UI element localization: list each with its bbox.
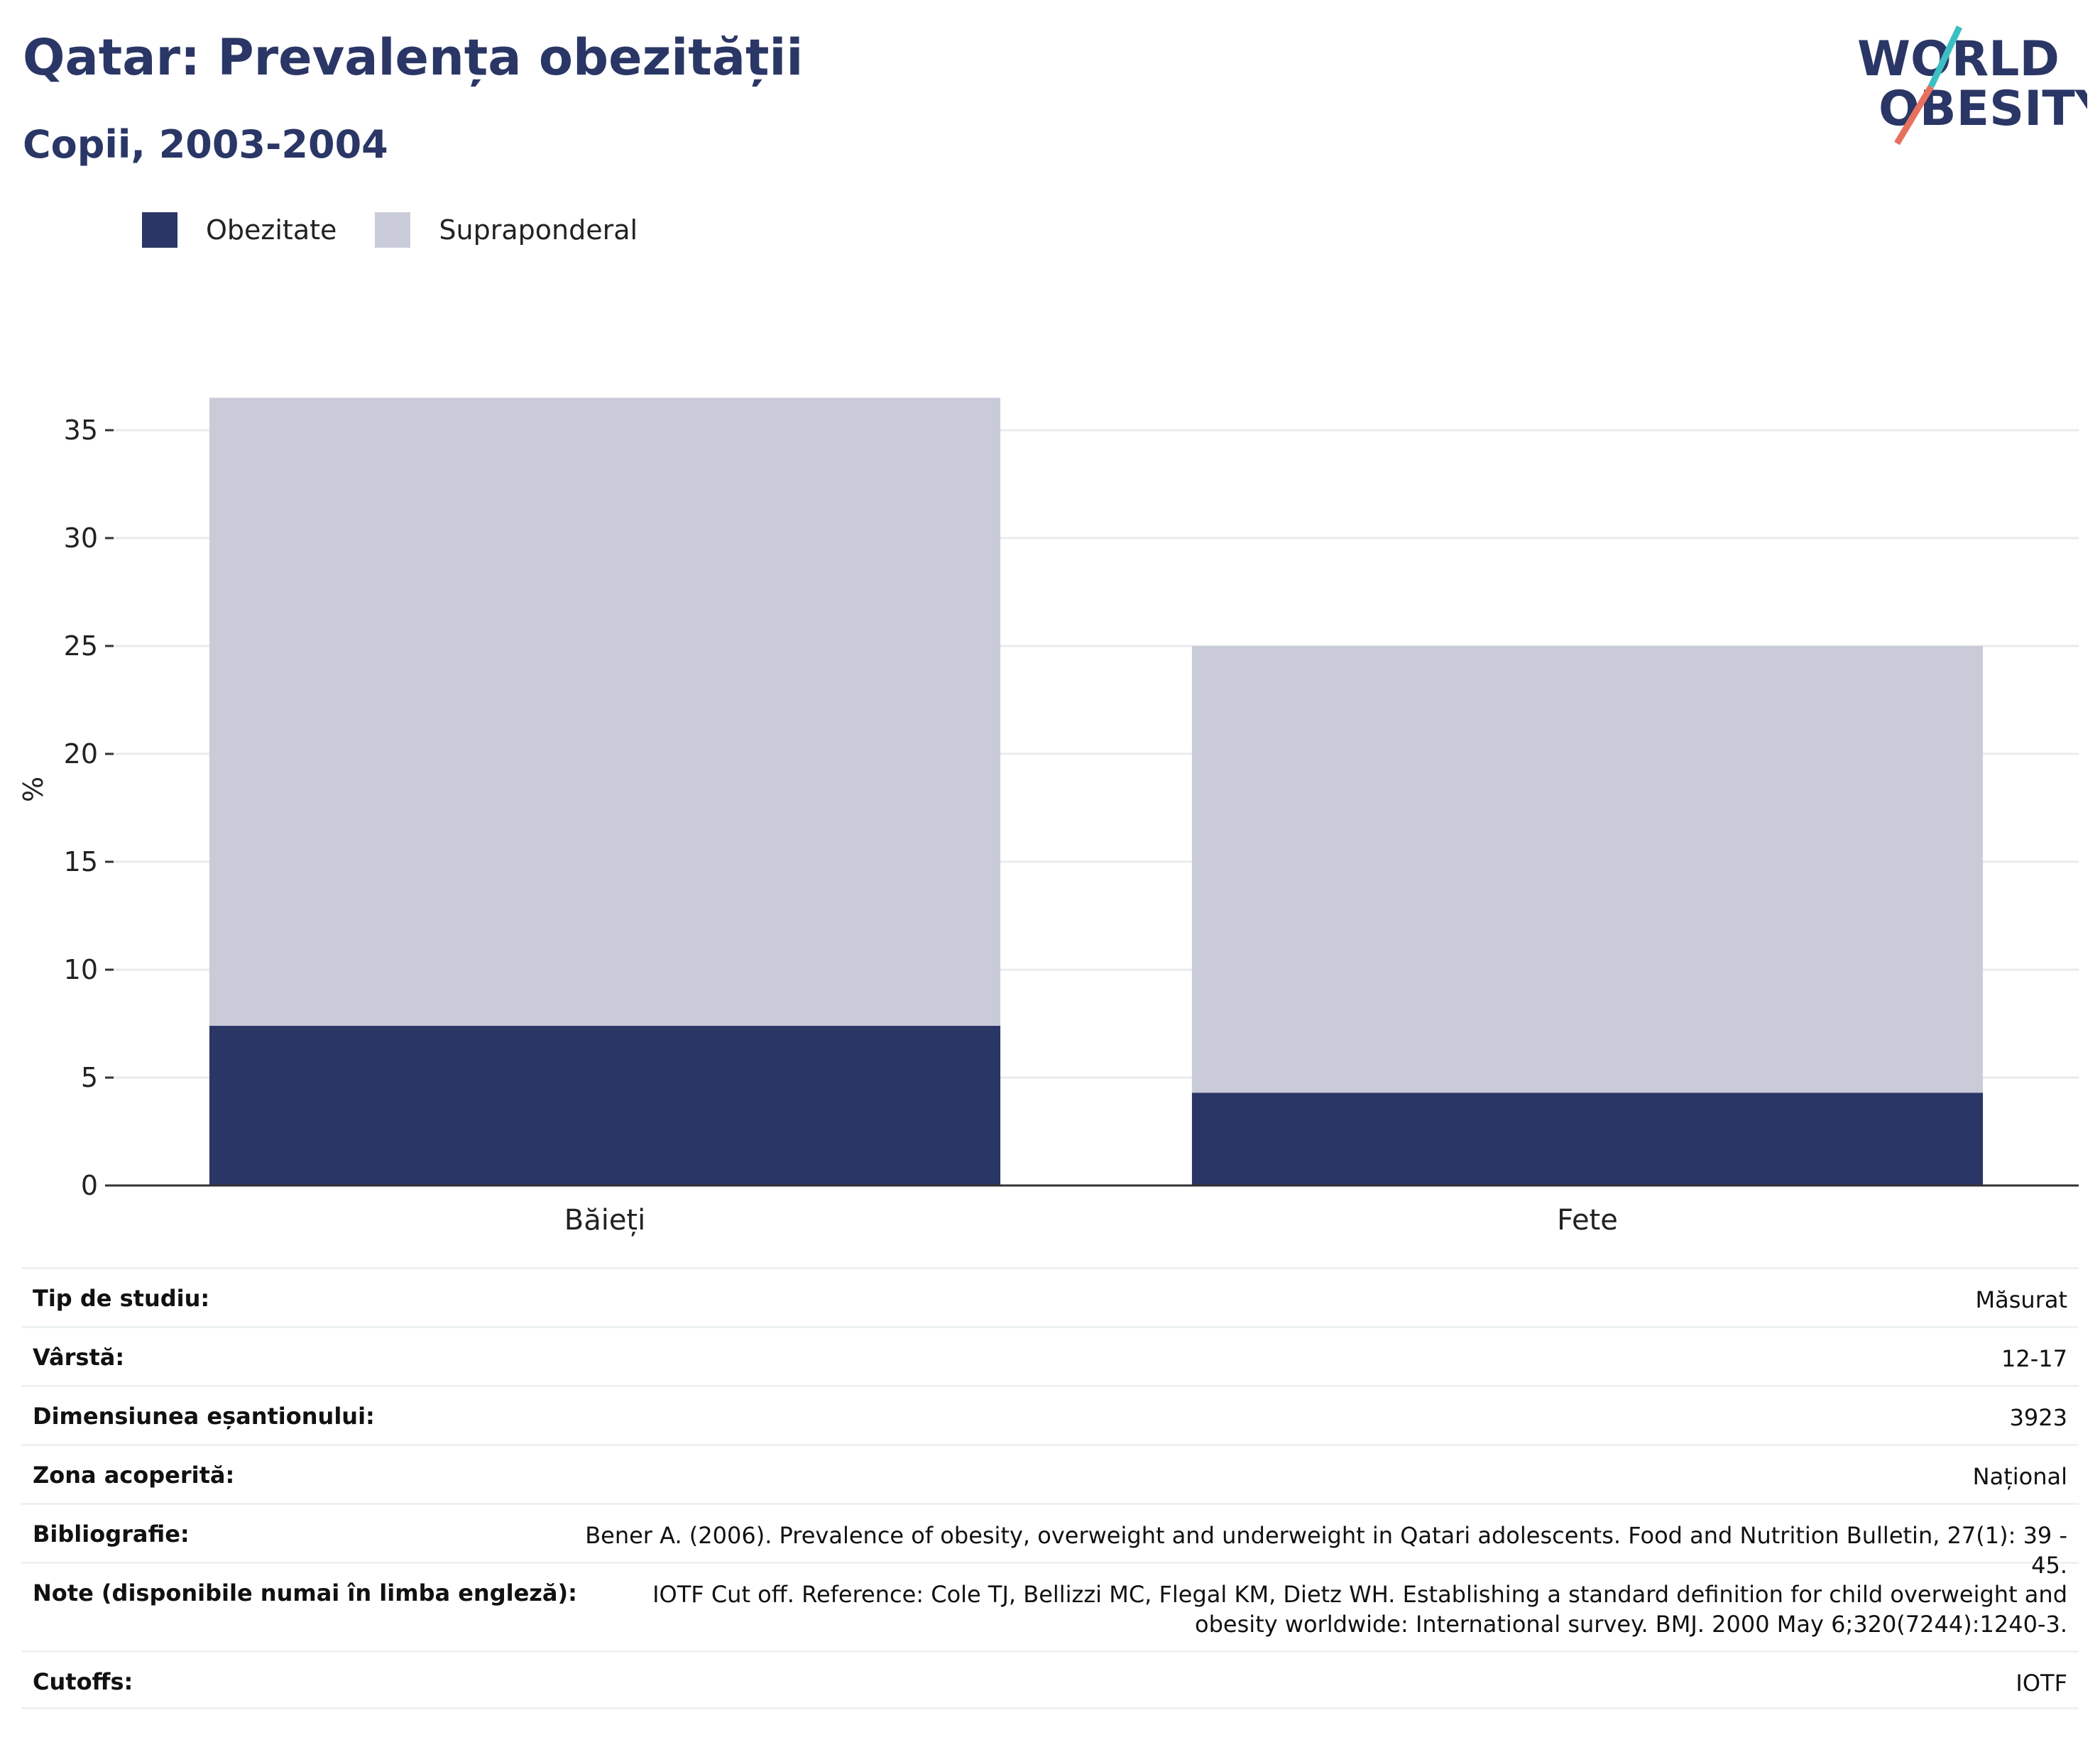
bar-obesity-0[interactable] (209, 1026, 1001, 1185)
info-row: Zona acoperită: Național (21, 1444, 2079, 1503)
bars (209, 398, 1984, 1185)
info-label: Vârstă: (33, 1344, 125, 1371)
info-row: Note (disponibile numai în limba engleză… (21, 1562, 2079, 1650)
bar-overweight-1[interactable] (1191, 646, 1984, 1093)
info-label: Zona acoperită: (33, 1462, 235, 1489)
info-label: Dimensiunea eșantionului: (33, 1403, 375, 1430)
y-tick-label: 35 (64, 415, 98, 446)
chart-subtitle: Copii, 2003-2004 (23, 122, 388, 167)
x-category-labels: Băieți Fete (564, 1204, 1618, 1237)
x-category-label: Băieți (564, 1204, 645, 1237)
info-table: Tip de studiu: Măsurat Vârstă: 12-17 Dim… (21, 1267, 2079, 1709)
info-row: Vârstă: 12-17 (21, 1326, 2079, 1385)
y-tick-label: 20 (64, 738, 98, 770)
y-tick-label: 10 (64, 954, 98, 985)
bar-overweight-0[interactable] (209, 398, 1001, 1026)
legend-swatch-obesity (142, 212, 177, 248)
info-row: Cutoffs: IOTF (21, 1650, 2079, 1709)
legend-item-obesity[interactable]: Obezitate (142, 212, 337, 248)
info-label: Cutoffs: (33, 1668, 133, 1695)
info-value: Național (1972, 1463, 2067, 1490)
bar-obesity-1[interactable] (1191, 1092, 1984, 1185)
info-value: Bener A. (2006). Prevalence of obesity, … (585, 1522, 2067, 1579)
info-value: IOTF (2016, 1670, 2067, 1697)
world-obesity-logo: WORLD OBESITY (1857, 26, 2087, 146)
info-row: Bibliografie: Bener A. (2006). Prevalenc… (21, 1503, 2079, 1579)
y-tick-label: 5 (81, 1062, 98, 1093)
y-tick-label: 30 (64, 522, 98, 554)
svg-text:OBESITY: OBESITY (1878, 81, 2087, 137)
y-tick-label: 25 (64, 630, 98, 662)
svg-text:WORLD: WORLD (1857, 31, 2060, 87)
info-label: Tip de studiu: (33, 1285, 210, 1312)
info-row: Dimensiunea eșantionului: 3923 (21, 1385, 2079, 1444)
legend-swatch-overweight (375, 212, 411, 248)
info-value: 3923 (2009, 1404, 2067, 1431)
info-label: Bibliografie: (33, 1521, 190, 1548)
chart-title: Qatar: Prevalența obezității (23, 28, 804, 87)
info-value: 12-17 (2001, 1345, 2067, 1372)
y-tick-labels: 0 5 10 15 20 25 30 35 (64, 415, 114, 1201)
legend-label-obesity: Obezitate (206, 214, 337, 246)
info-value: IOTF Cut off. Reference: Cole TJ, Belliz… (652, 1581, 2067, 1638)
x-category-label: Fete (1557, 1204, 1618, 1237)
chart-legend: Obezitate Supraponderal (142, 212, 676, 248)
y-tick-label: 15 (64, 846, 98, 877)
y-axis-label: % (18, 777, 49, 802)
info-label: Note (disponibile numai în limba engleză… (33, 1579, 577, 1606)
bar-chart: 0 5 10 15 20 25 30 35 Băieți Fete % (18, 398, 2079, 1237)
legend-label-overweight: Supraponderal (439, 214, 638, 246)
legend-item-overweight[interactable]: Supraponderal (375, 212, 638, 248)
info-value: Măsurat (1975, 1286, 2067, 1313)
y-tick-label: 0 (81, 1170, 98, 1201)
info-row: Tip de studiu: Măsurat (21, 1267, 2079, 1326)
